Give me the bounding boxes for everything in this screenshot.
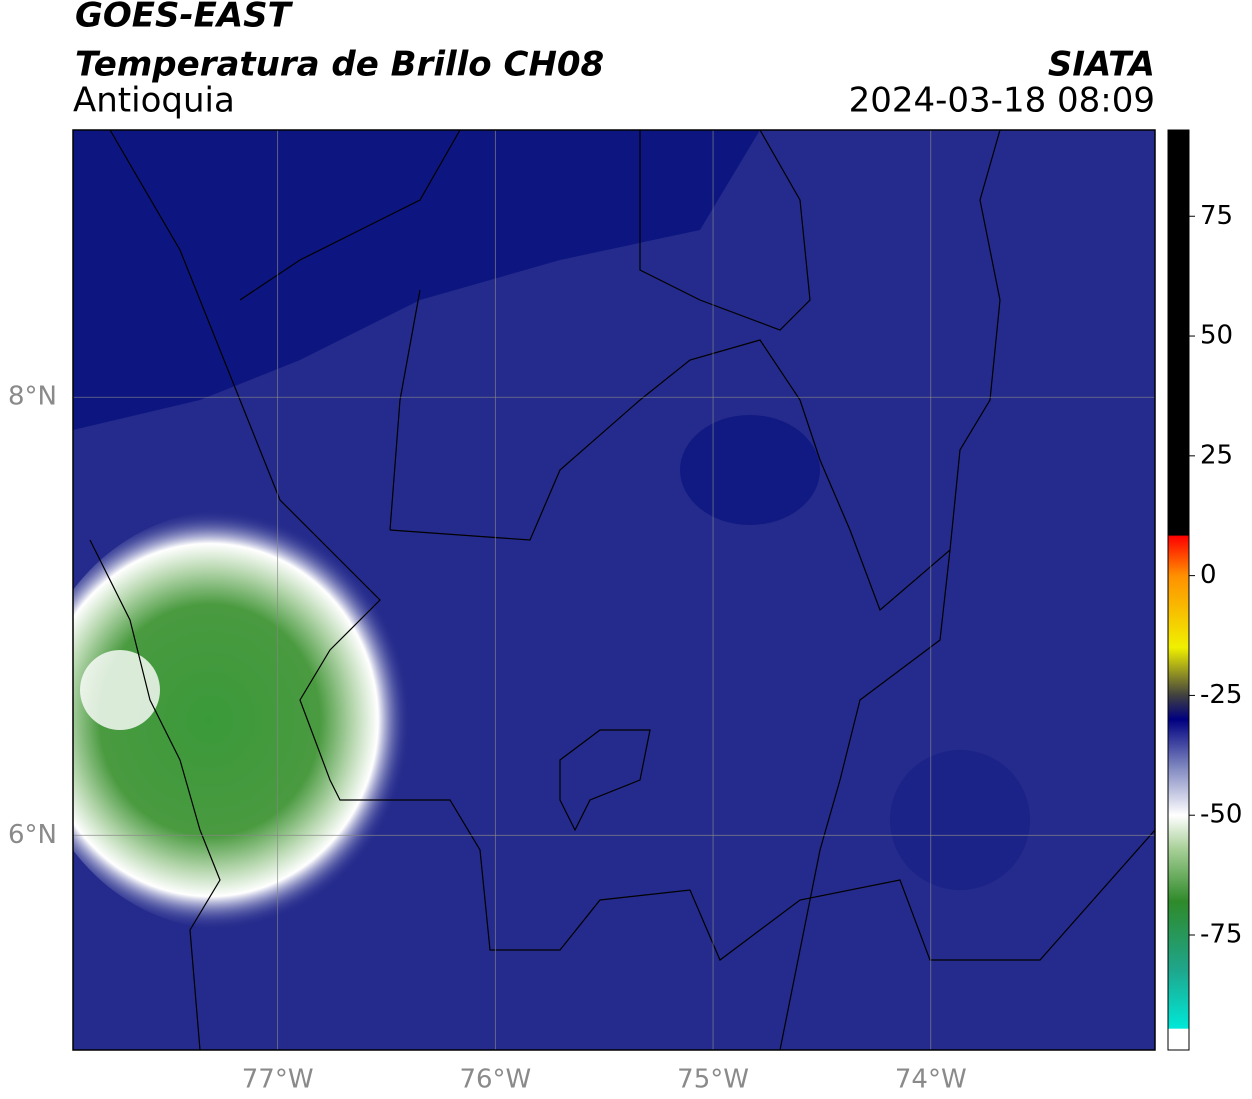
colorbar-tick-label: -50 (1200, 800, 1242, 830)
cloud (73, 510, 430, 930)
colorbar-tick-label: 0 (1200, 560, 1217, 590)
colorbar-tick-label: -75 (1200, 920, 1242, 950)
region: Antioquia (73, 81, 235, 121)
border (779, 549, 951, 1050)
border (389, 130, 1001, 612)
cold-area (680, 415, 820, 525)
lon-tick-label: 75°W (677, 1065, 749, 1095)
lon-tick-label: 74°W (895, 1065, 967, 1095)
title: GOES-EAST (75, 0, 294, 36)
grid (73, 130, 1155, 1050)
colorbar-tick-label: 25 (1200, 440, 1233, 470)
border (639, 130, 811, 331)
lon-tick-label: 76°W (459, 1065, 531, 1095)
lon-tick-label: 77°W (242, 1065, 314, 1095)
lat-tick-label: 8°N (8, 382, 57, 412)
datetime: 2024-03-18 08:09 (849, 81, 1155, 121)
map-image (73, 130, 1155, 1050)
map-frame (72, 129, 1156, 1051)
cold-area (73, 130, 760, 430)
source: SIATA (1048, 45, 1155, 85)
border (559, 729, 651, 832)
border (109, 130, 1155, 961)
lat-tick-label: 6°N (8, 820, 57, 850)
colorbar-tick-label: 50 (1200, 321, 1233, 351)
cloud (80, 650, 160, 730)
colorbar-tick-label: 75 (1200, 201, 1233, 231)
cold-area (890, 750, 1030, 890)
coastline (89, 539, 221, 1050)
colorbar (1167, 129, 1190, 1051)
subtitle: Temperatura de Brillo CH08 (75, 45, 604, 85)
colorbar-tick-label: -25 (1200, 680, 1242, 710)
border (239, 130, 461, 301)
border (389, 289, 421, 531)
